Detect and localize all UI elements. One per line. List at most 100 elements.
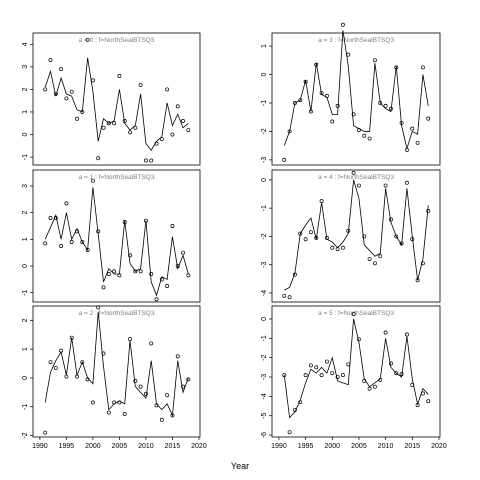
data-point [53, 365, 58, 370]
y-tick-label: 0 [22, 264, 29, 268]
data-point [367, 257, 372, 261]
data-point [43, 430, 48, 435]
x-tick-label: 1990 [271, 443, 287, 450]
data-point [133, 269, 138, 274]
fit-line [44, 311, 189, 417]
x-axis-label: Year [231, 461, 249, 471]
data-point [340, 245, 345, 250]
data-point [43, 87, 48, 92]
x-tick-label: 2020 [431, 443, 447, 450]
data-point [330, 119, 335, 124]
data-point [133, 378, 138, 383]
data-point [319, 373, 324, 378]
panel-title: a = 3 : f=NorthSealBTSQ3 [318, 37, 394, 44]
panel-frame [32, 32, 201, 166]
data-point [165, 284, 170, 288]
fit-line [283, 318, 429, 419]
data-point [149, 158, 154, 163]
y-tick-label: -1 [22, 154, 29, 160]
y-tick-label: -1 [261, 100, 268, 106]
data-point [85, 37, 90, 42]
data-point [106, 121, 111, 126]
y-tick-label: -1 [261, 335, 268, 341]
data-point [186, 128, 191, 132]
data-point [351, 170, 356, 175]
data-point [383, 330, 388, 335]
data-point [90, 178, 95, 183]
y-tick-label: -4 [261, 393, 268, 399]
y-tick-label: 1 [261, 44, 268, 48]
data-point [48, 58, 53, 63]
y-tick-label: 3 [22, 184, 29, 188]
data-point [404, 180, 409, 185]
data-point [106, 272, 111, 276]
y-tick-label: -2 [22, 432, 29, 438]
data-point [383, 103, 388, 108]
x-tick-label: 2005 [351, 443, 367, 450]
panel-title: a = 0 : f=NorthSealBTSQ3 [79, 37, 155, 44]
data-point [48, 360, 53, 365]
data-point [106, 410, 111, 415]
y-tick-label: -6 [261, 432, 268, 438]
x-tick-label: 2005 [112, 443, 128, 450]
data-point [420, 261, 425, 266]
y-tick-label: 1 [22, 237, 29, 241]
data-point [159, 417, 164, 422]
data-point [128, 130, 132, 135]
data-point [287, 295, 292, 300]
data-point [101, 125, 106, 130]
data-point [138, 269, 143, 274]
data-point [394, 371, 399, 376]
data-point [128, 253, 132, 258]
x-tick-label: 2000 [85, 443, 101, 450]
data-point [308, 230, 313, 235]
data-point [170, 132, 175, 137]
data-point [330, 371, 335, 376]
data-point [314, 235, 319, 240]
panel: a = 3 : f=NorthSealBTSQ3 -3 -2 -1 0 1 [261, 22, 441, 166]
data-point [372, 58, 377, 63]
x-tick-label: 2000 [324, 443, 340, 450]
data-point [282, 157, 287, 162]
data-point [388, 361, 393, 366]
data-point [303, 373, 308, 378]
x-tick-label: 1990 [32, 443, 48, 450]
y-tick-label: 0 [22, 132, 29, 136]
panel: a = 5 : f=NorthSealBTSQ3 -6 -5 -4 -3 -2 -1 0 199… [261, 305, 447, 450]
data-point [159, 137, 164, 142]
y-tick-label: 2 [22, 318, 29, 322]
data-point [69, 240, 74, 244]
data-point [96, 156, 101, 161]
data-point [175, 354, 180, 359]
fit-line [44, 187, 189, 297]
data-point [362, 234, 367, 239]
data-point [165, 87, 170, 92]
y-tick-label: -2 [261, 128, 268, 134]
data-point [80, 240, 85, 244]
data-point [117, 73, 122, 78]
x-tick-label: 2010 [378, 443, 394, 450]
panel: a = 0 : f=NorthSealBTSQ3 -1 0 1 2 3 4 [22, 32, 201, 166]
panel-frame [32, 169, 201, 303]
data-point [335, 103, 340, 108]
data-point [101, 285, 106, 290]
data-point [282, 293, 287, 298]
data-point [324, 359, 329, 364]
data-point [426, 116, 431, 121]
y-tick-label: 0 [261, 72, 268, 76]
data-point [420, 65, 425, 70]
data-point [149, 341, 154, 346]
data-point [367, 136, 372, 141]
y-tick-label: -5 [261, 413, 268, 419]
x-tick-label: 2010 [138, 443, 154, 450]
y-tick-label: 0 [261, 178, 268, 182]
y-tick-label: -3 [261, 374, 268, 380]
data-point [372, 261, 377, 266]
data-point [43, 241, 48, 246]
fit-line [284, 179, 429, 291]
y-tick-label: 2 [22, 87, 29, 91]
data-point [351, 112, 356, 117]
x-tick-label: 2015 [165, 443, 181, 450]
data-point [138, 82, 143, 87]
